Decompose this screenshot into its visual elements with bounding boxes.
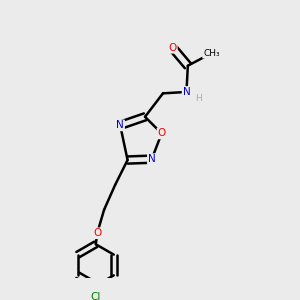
Text: O: O	[93, 228, 101, 238]
Text: H: H	[196, 94, 202, 103]
Text: N: N	[148, 154, 156, 164]
Text: CH₃: CH₃	[203, 49, 220, 58]
Text: N: N	[183, 87, 190, 97]
Text: O: O	[169, 43, 177, 53]
Text: N: N	[116, 120, 124, 130]
Text: Cl: Cl	[91, 292, 101, 300]
Text: O: O	[158, 128, 166, 138]
